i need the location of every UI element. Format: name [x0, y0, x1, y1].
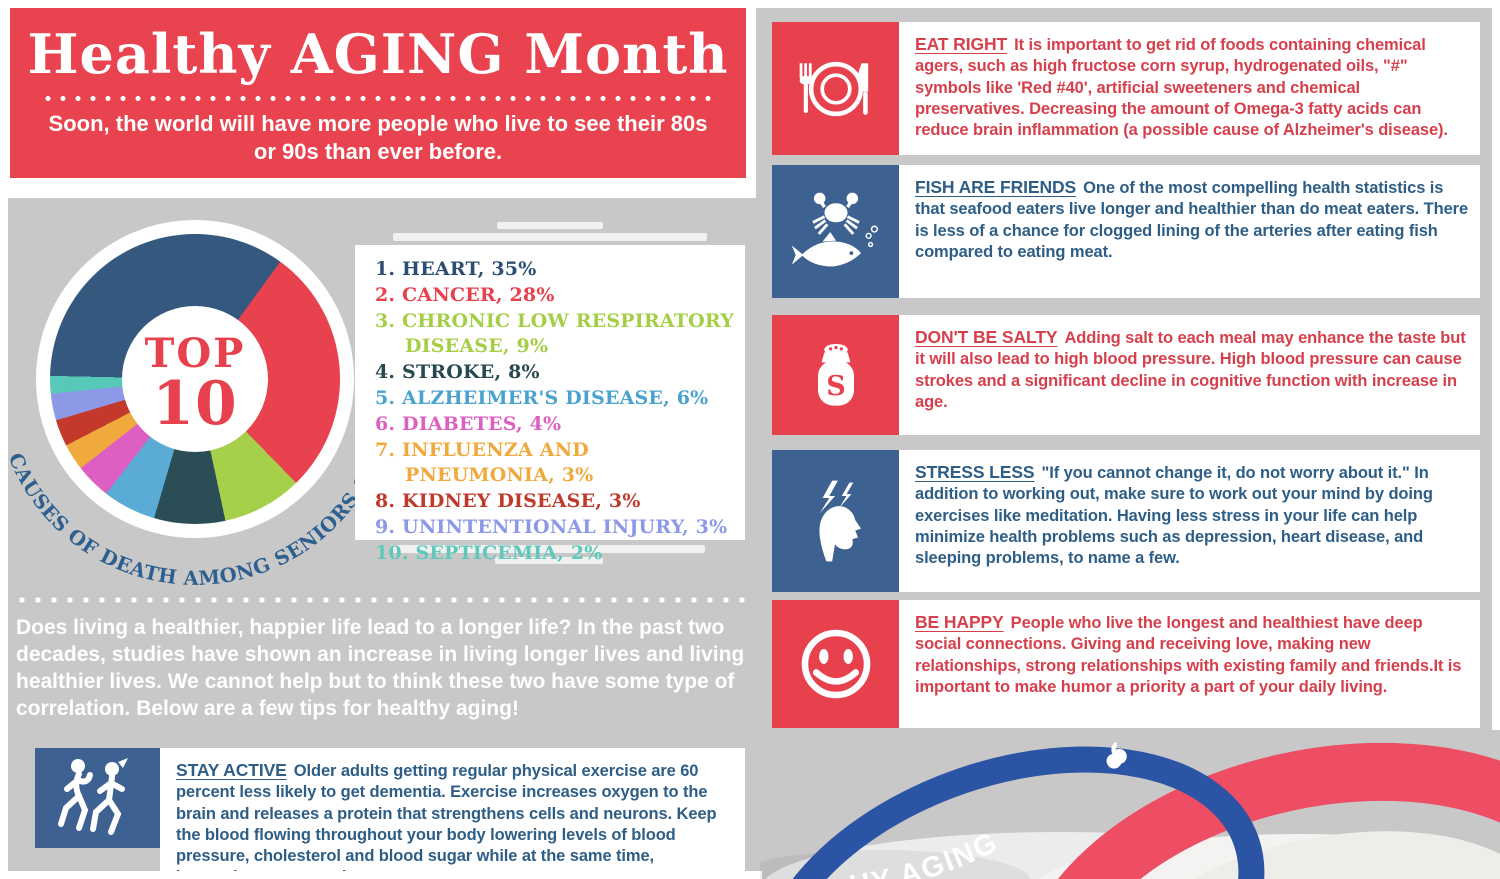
tip-text: Adding salt to each meal may enhance the…	[915, 329, 1466, 411]
crab-fish-icon	[772, 165, 899, 298]
deco-bar-top-short	[497, 222, 603, 229]
salt-shaker-icon: S	[772, 315, 899, 435]
tip-stress-body: STRESS LESS "If you cannot change it, do …	[899, 450, 1480, 592]
legend-item: 6. DIABETES, 4%	[375, 412, 562, 435]
pie-center-label: TOP 10	[122, 306, 268, 452]
red-wristband	[1014, 742, 1500, 879]
tip-title: FISH ARE FRIENDS	[915, 177, 1077, 197]
runners-icon	[35, 748, 160, 848]
deco-bar-bottom-short	[495, 557, 603, 564]
apple-icon	[1106, 741, 1127, 769]
legend-item: 1. HEART, 35%	[375, 258, 537, 280]
legend-item: 3. CHRONIC LOW RESPIRATORY DISEASE, 9%	[375, 309, 735, 358]
tip-title: EAT RIGHT	[915, 34, 1008, 54]
blue-wristband	[760, 746, 1265, 879]
smiley-icon	[772, 600, 899, 728]
dotted-divider	[42, 95, 714, 102]
legend-item: 5. ALZHEIMER'S DISEASE, 6%	[375, 386, 709, 409]
top10-legend: 1. HEART, 35% 2. CANCER, 28% 3. CHRONIC …	[355, 245, 745, 564]
header-section: Healthy AGING Month Soon, the world will…	[8, 8, 756, 198]
tip-title: BE HAPPY	[915, 612, 1004, 632]
tip-title: STRESS LESS	[915, 462, 1035, 482]
header-banner: Healthy AGING Month Soon, the world will…	[10, 8, 746, 178]
plate-fork-knife-icon	[772, 22, 899, 155]
tip-salty-body: DON'T BE SALTY Adding salt to each meal m…	[899, 315, 1480, 435]
tip-eat-right-body: EAT RIGHT It is important to get rid of f…	[899, 22, 1480, 155]
tip-fish-body: FISH ARE FRIENDS One of the most compelli…	[899, 165, 1480, 298]
frame-border	[0, 0, 1500, 8]
stressed-head-icon	[772, 450, 899, 592]
tip-active-body: STAY ACTIVE Older adults getting regular …	[160, 748, 745, 879]
intro-paragraph: Does living a healthier, happier life le…	[16, 616, 745, 720]
page-title: Healthy AGING Month	[27, 22, 729, 86]
tip-title: STAY ACTIVE	[176, 760, 287, 780]
svg-text:S: S	[826, 371, 846, 402]
tip-title: DON'T BE SALTY	[915, 327, 1058, 347]
deco-bar-bottom-long	[391, 545, 705, 553]
tip-text: It is important to get rid of foods cont…	[915, 36, 1448, 140]
dotted-separator	[14, 596, 746, 604]
legend-item: 7. INFLUENZA AND PNEUMONIA, 3%	[375, 438, 594, 487]
legend-item: 8. KIDNEY DISEASE, 3%	[375, 490, 641, 513]
frame-border	[0, 0, 8, 879]
legend-item: 9. UNINTENTIONAL INJURY, 3%	[375, 515, 728, 538]
legend-list: 1. HEART, 35% 2. CANCER, 28% 3. CHRONIC …	[375, 257, 737, 567]
deco-bar-top-long	[393, 233, 707, 241]
pie-center-number: 10	[152, 369, 238, 439]
wristbands-photo: HY AGING	[760, 741, 1500, 879]
legend-item: 2. CANCER, 28%	[375, 283, 555, 306]
tip-text: "If you cannot change it, do not worry a…	[915, 464, 1433, 568]
header-subtitle: Soon, the world will have more people wh…	[48, 111, 708, 164]
tip-text: People who live the longest and healthie…	[915, 614, 1462, 696]
tip-happy-body: BE HAPPY People who live the longest and …	[899, 600, 1480, 728]
legend-item: 4. STROKE, 8%	[375, 361, 540, 384]
tip-text: One of the most compelling health statis…	[915, 179, 1469, 261]
frame-border	[1492, 0, 1500, 730]
pie-center-top-text: TOP	[144, 330, 246, 377]
legend-item: 10. SEPTICEMIA, 2%	[375, 541, 603, 564]
